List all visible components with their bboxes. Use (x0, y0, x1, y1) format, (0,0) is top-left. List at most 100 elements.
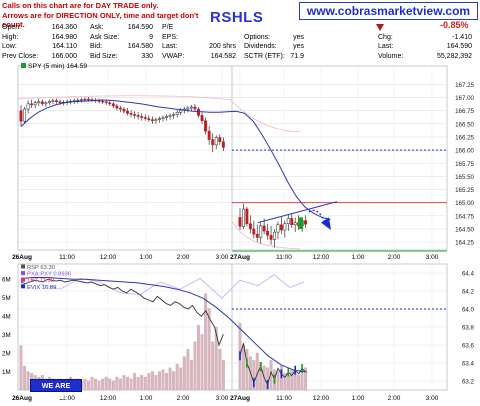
quote-value: 164.580 (127, 43, 153, 51)
volume-bar (304, 367, 307, 391)
candle-day1 (168, 115, 172, 117)
volume-bar (179, 367, 183, 391)
volume-bar (193, 341, 197, 391)
envelope-upper (17, 95, 301, 133)
legend-label: RSP 63.30 (27, 265, 55, 271)
quote-value: 55,282,392 (436, 52, 472, 60)
we-are-here-badge: WE ARE HERE! (30, 379, 82, 401)
candle-day2 (255, 233, 259, 238)
legend-swatch (21, 63, 26, 68)
candle-day1 (122, 108, 126, 112)
x-tick-label: 2:00 (177, 254, 190, 261)
volume-bar (126, 376, 129, 391)
legend-swatch (21, 264, 25, 269)
volume-bar (23, 365, 26, 391)
candle-day1 (129, 113, 133, 115)
candle-day1 (47, 100, 51, 104)
legend-label: PXA:PXY 0.8936 (27, 272, 71, 278)
candle-day1 (161, 117, 165, 119)
volume-bar (111, 380, 115, 391)
candle-day1 (44, 102, 48, 105)
quote-row: VWAP: 164.582 (162, 52, 236, 62)
x-tick-label: 11:00 (59, 395, 75, 402)
candle-day1 (158, 118, 161, 120)
quote-row: Bid Size: 330 (90, 52, 153, 62)
website-banner[interactable]: www.cobrasmarketview.com (299, 2, 478, 20)
x-tick-label: 1:00 (140, 395, 153, 402)
candle-day1 (193, 106, 197, 110)
price-tick-label: 64.0 (462, 307, 475, 314)
candle-day1 (108, 102, 112, 105)
volume-bar (94, 378, 97, 391)
candle-day1 (76, 99, 80, 102)
x-tick-label: 3:00 (216, 254, 229, 261)
y-tick-label: 167.00 (455, 95, 474, 102)
volume-bar (197, 324, 200, 391)
quote-value: 166.000 (51, 52, 77, 60)
volume-bar (147, 373, 151, 391)
x-tick-label: 2:00 (388, 395, 401, 402)
candle-day1 (87, 98, 90, 101)
candle-day1 (207, 130, 211, 140)
volume-bar (218, 349, 222, 391)
quote-row: EPS: (162, 33, 236, 43)
candle-day1 (136, 115, 140, 117)
candle-day1 (101, 100, 105, 103)
x-tick-label: 2:00 (177, 395, 190, 402)
y-tick-label: 167.25 (455, 82, 474, 89)
candle-day1 (58, 101, 62, 104)
price-tick-label: 64.2 (462, 289, 475, 296)
quote-label: Bid Size: (90, 52, 118, 60)
quote-label: Last: (162, 43, 178, 51)
quote-row (244, 23, 304, 33)
volume-bar (136, 376, 140, 391)
moving-average-line (20, 99, 331, 220)
quote-value: 164.980 (51, 33, 77, 41)
x-tick-label: 12:00 (313, 254, 330, 261)
quote-label: SCTR (ETF): (244, 52, 285, 60)
x-tick-label: 3:00 (426, 254, 439, 261)
volume-tick-label: 3M (2, 332, 11, 339)
volume-bar (140, 375, 144, 391)
volume-bar (186, 349, 190, 391)
quote-label: Chg: (378, 33, 393, 41)
quote-label: Bid: (90, 43, 103, 51)
rsi-volume-chart: 6M 5M 4M 3M 2M 1M 64.4 64.2 64.0 63.8 63.6 63.4 63.2… (2, 263, 475, 402)
x-tick-label: 1:00 (352, 395, 365, 402)
candle-day2 (269, 235, 273, 240)
volume-bar (200, 334, 204, 391)
candle-day1 (221, 141, 225, 148)
volume-bar (129, 378, 133, 391)
quote-value: 164.590 (127, 24, 153, 31)
volume-bar (26, 371, 30, 391)
candle-day1 (189, 106, 193, 109)
quote-row: Chg: -1.410 (378, 33, 472, 43)
quote-label: VWAP: (162, 52, 185, 60)
legend-label: EVIX 16.89 (27, 285, 56, 291)
symbol-title: RSHLS (210, 9, 264, 26)
candle-day1 (175, 112, 179, 115)
quote-label: High: (2, 33, 19, 41)
arrow-head (321, 217, 331, 231)
candle-day1 (51, 100, 55, 102)
quote-row: Prev Close: 166.000 (2, 52, 77, 62)
volume-bar (207, 308, 211, 391)
candle-day2 (238, 217, 242, 227)
candle-day1 (55, 100, 58, 102)
x-tick-label: 26Aug (12, 254, 32, 261)
volume-bar (101, 378, 105, 391)
legend-label: TBT 77.00 (27, 278, 54, 284)
legend-label: SPY (5 min) 164.59 (28, 63, 87, 70)
candle-day1 (23, 108, 27, 122)
candle-day1 (37, 101, 41, 104)
volume-bar (83, 378, 87, 391)
candle-day1 (186, 107, 190, 110)
candle-day1 (97, 100, 101, 102)
legend-swatch (21, 271, 25, 276)
y-tick-label: 165.50 (455, 174, 474, 181)
candle-day1 (147, 118, 151, 120)
quote-row: Volume: 55,282,392 (378, 52, 472, 62)
quote-value: 330 (141, 52, 153, 60)
volume-bar (241, 345, 245, 391)
volume-tick-label: 6M (2, 276, 11, 283)
